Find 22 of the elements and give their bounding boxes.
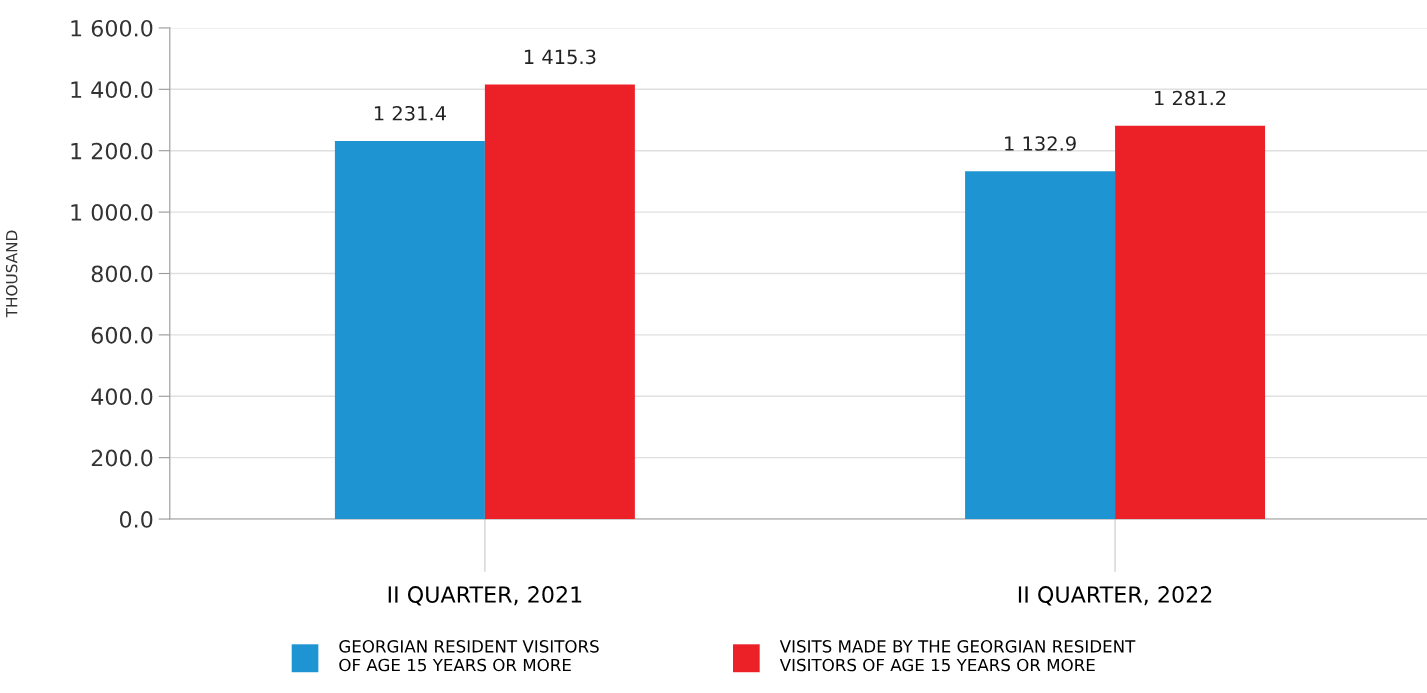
x-tick-label: II QUARTER, 2021 [388,586,582,606]
y-tick-label: 1 400.0 [71,81,153,99]
data-label: 1 415.3 [524,49,596,65]
y-tick-label: 800.0 [91,265,153,283]
x-tick-label: II QUARTER, 2022 [1018,586,1212,606]
bar [484,84,635,520]
y-axis-title: THOUSAND [5,230,18,318]
data-label: 1 281.2 [1155,90,1226,106]
y-tick-label: 400.0 [91,388,153,406]
legend-label: GEORGIAN RESIDENT VISITORS OF AGE 15 YEARS OR MORE [339,640,599,672]
data-label: 1 132.9 [1005,136,1076,151]
bar [334,141,485,520]
y-tick-label: 1 200.0 [71,142,153,160]
bar [1115,125,1266,520]
y-tick-label: 1 000.0 [71,204,153,221]
y-tick-label: 1 600.0 [71,19,153,37]
y-tick-label: 600.0 [91,326,153,344]
y-tick-label: 200.0 [91,449,153,467]
data-label: 1 231.4 [374,105,446,121]
bar [965,171,1116,520]
y-tick-label: 0.0 [119,511,153,528]
legend-label: VISITS MADE BY THE GEORGIAN RESIDENT VISITORS OF AGE 15 YEARS OR MORE [779,640,1136,672]
